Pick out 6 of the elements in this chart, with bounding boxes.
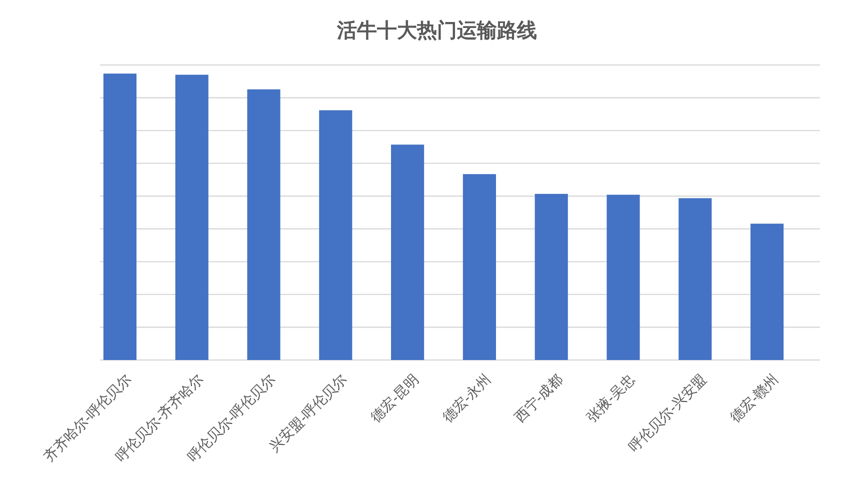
x-tick-label: 德宏-昆明: [367, 370, 422, 426]
chart-title: 活牛十大热门运输路线: [336, 19, 537, 42]
x-tick-label: 西宁-成都: [511, 370, 566, 426]
x-tick-label: 德宏-永州: [439, 370, 494, 426]
x-tick-label: 张掖-吴忠: [583, 370, 638, 426]
x-tick-label: 德宏-赣州: [726, 370, 782, 426]
